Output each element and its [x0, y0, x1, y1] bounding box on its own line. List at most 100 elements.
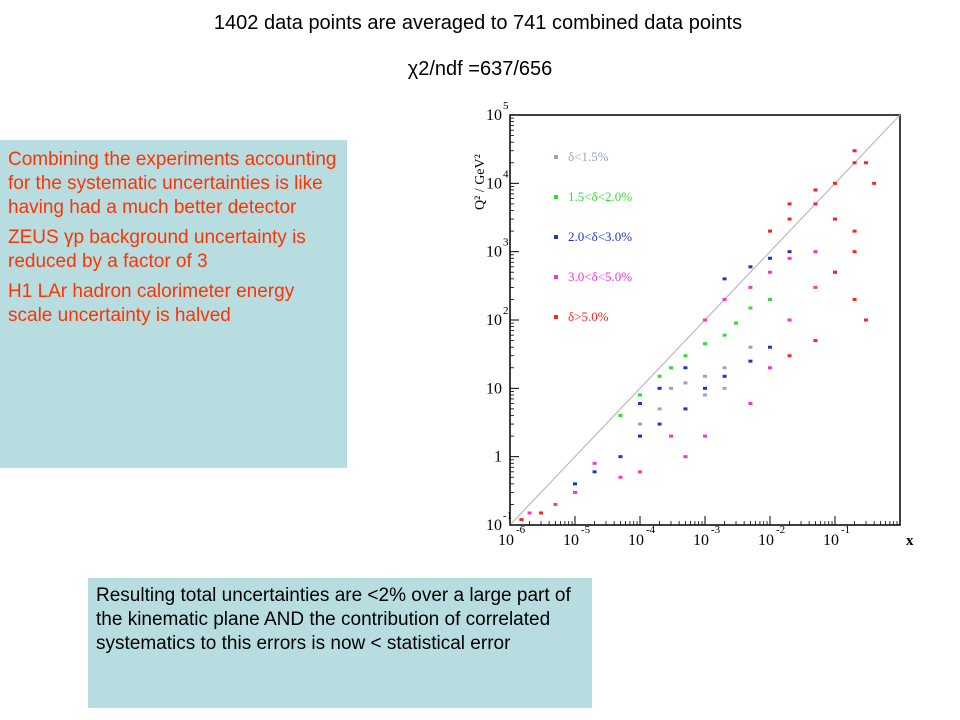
data-point	[683, 381, 688, 385]
data-point	[852, 161, 857, 165]
data-point	[722, 386, 727, 390]
data-point	[657, 407, 662, 411]
legend-marker	[554, 195, 558, 199]
x-tick-label: 10	[823, 532, 839, 549]
data-point	[748, 285, 753, 289]
conclusion-text: Resulting total uncertainties are <2% ov…	[96, 585, 571, 654]
legend-label: 3.0<δ<5.0%	[568, 269, 632, 284]
data-point	[833, 181, 837, 185]
data-point	[527, 511, 532, 515]
data-point	[657, 386, 662, 390]
data-point	[852, 229, 857, 233]
data-point	[573, 482, 577, 486]
data-point	[638, 422, 642, 426]
data-point	[768, 366, 772, 370]
data-point	[768, 270, 772, 274]
data-point	[787, 256, 792, 260]
finding-paragraph-2: ZEUS γp background uncertainty is reduce…	[8, 227, 306, 272]
data-point	[638, 470, 642, 474]
x-tick-exponent: -1	[841, 524, 850, 536]
data-point	[703, 374, 707, 378]
data-point	[813, 250, 818, 254]
x-tick-label: 10	[758, 532, 774, 549]
data-point	[722, 333, 727, 337]
data-point	[638, 393, 642, 397]
findings-box: Combining the experiments accounting for…	[0, 140, 347, 468]
data-point	[703, 434, 707, 438]
x-tick-label: 10	[498, 532, 514, 549]
kinematic-plane-chart: 10-111010210310410510-610-510-410-310-21…	[473, 100, 914, 549]
data-point	[638, 401, 642, 405]
data-point	[748, 306, 753, 310]
legend-label: δ>5.0%	[568, 309, 609, 324]
y-tick-label: 10	[486, 380, 502, 397]
page-title: 1402 data points are averaged to 741 com…	[213, 12, 743, 34]
data-point	[813, 202, 818, 206]
data-point	[618, 414, 623, 418]
y-tick-label: 10	[486, 312, 502, 329]
x-axis-label: x	[906, 533, 914, 549]
data-point	[683, 407, 688, 411]
data-point	[657, 422, 662, 426]
data-point	[787, 318, 792, 322]
legend-marker	[554, 235, 558, 239]
legend-marker	[554, 155, 558, 159]
data-point	[872, 181, 877, 185]
data-point	[638, 434, 642, 438]
data-point	[852, 149, 857, 153]
data-point	[722, 277, 727, 281]
data-point	[519, 518, 524, 522]
data-point	[553, 502, 558, 506]
data-point	[592, 461, 597, 465]
x-tick-exponent: -2	[776, 524, 785, 536]
data-point	[864, 318, 869, 322]
legend-marker	[554, 275, 558, 279]
data-point	[833, 270, 837, 274]
data-point	[813, 339, 818, 343]
data-point	[813, 188, 818, 192]
x-tick-label: 10	[563, 532, 579, 549]
x-tick-label: 10	[693, 532, 709, 549]
data-point	[703, 318, 707, 322]
data-point	[768, 297, 772, 301]
data-point	[787, 250, 792, 254]
data-point	[722, 297, 727, 301]
x-tick-exponent: -6	[516, 524, 526, 536]
y-axis-label: Q² / GeV²	[473, 154, 488, 210]
y-tick-exponent: 5	[503, 100, 509, 112]
legend-marker	[554, 315, 558, 319]
data-point	[748, 401, 753, 405]
data-point	[657, 374, 662, 378]
data-point	[734, 321, 739, 325]
data-point	[852, 297, 857, 301]
chi-square-subtitle: χ2/ndf =637/656	[407, 58, 553, 80]
data-point	[703, 386, 707, 390]
data-point	[864, 161, 869, 165]
y-tick-label: 1	[494, 449, 502, 466]
data-point	[833, 217, 837, 221]
data-point	[768, 256, 772, 260]
data-point	[618, 455, 623, 459]
data-point	[539, 511, 544, 515]
conclusion-box: Resulting total uncertainties are <2% ov…	[88, 578, 592, 708]
data-point	[722, 374, 727, 378]
data-point	[748, 359, 753, 363]
data-point	[669, 434, 674, 438]
legend-label: 2.0<δ<3.0%	[568, 229, 632, 244]
data-point	[813, 285, 818, 289]
data-point	[768, 229, 772, 233]
legend-label: 1.5<δ<2.0%	[568, 189, 632, 204]
data-point	[768, 345, 772, 349]
x-tick-label: 10	[628, 532, 644, 549]
data-point	[748, 345, 753, 349]
y-tick-exponent: 4	[503, 168, 509, 180]
y-tick-exponent: -1	[503, 510, 512, 522]
legend-label: δ<1.5%	[568, 149, 609, 164]
x-tick-exponent: -5	[581, 524, 591, 536]
data-point	[669, 366, 674, 370]
data-point	[683, 455, 688, 459]
data-point	[748, 265, 753, 269]
data-point	[787, 202, 792, 206]
y-tick-label: 10	[486, 175, 502, 192]
data-point	[573, 490, 577, 494]
